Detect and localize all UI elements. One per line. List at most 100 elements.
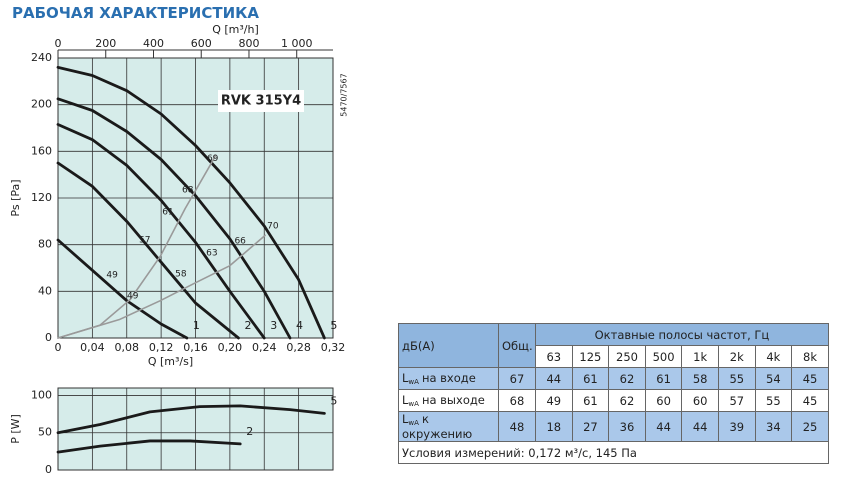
sound-level-label: 68	[182, 185, 194, 195]
value-cell: 34	[754, 411, 793, 442]
fan-curve	[56, 439, 242, 454]
x-tick-label: 0,24	[252, 341, 277, 354]
x2-tick-label: 400	[143, 37, 164, 50]
band-cell: 500	[644, 345, 683, 368]
curve-label: 2	[244, 319, 251, 332]
x-tick-label: 0,32	[321, 341, 346, 354]
y-tick-label: 100	[31, 388, 52, 401]
x-tick-label: 0,20	[218, 341, 243, 354]
x-axis-label: Q [m³/s]	[148, 355, 193, 368]
sound-level-label: 66	[234, 237, 246, 247]
value-cell: 54	[754, 367, 793, 390]
band-cell: 4k	[754, 345, 793, 368]
sound-level-label: 49	[106, 271, 118, 281]
value-cell: 61	[571, 389, 610, 412]
band-cell: 63	[535, 345, 573, 368]
value-cell: 44	[644, 411, 683, 442]
y-tick-label: 50	[38, 426, 52, 439]
x-tick-label: 0,12	[149, 341, 174, 354]
row-text: к окружению	[402, 412, 473, 441]
value-cell: 60	[644, 389, 683, 412]
page-title: РАБОЧАЯ ХАРАКТЕРИСТИКА	[12, 4, 260, 22]
value-cell: 18	[535, 411, 573, 442]
value-cell: 61	[644, 367, 683, 390]
curve-label: 5	[330, 319, 337, 332]
model-label-box	[218, 90, 304, 112]
value-cell: 45	[791, 367, 829, 390]
value-cell: 44	[681, 411, 719, 442]
y-tick-label: 240	[31, 51, 52, 64]
band-cell: 8k	[791, 345, 829, 368]
sound-level-label: 63	[206, 248, 217, 258]
subscript: wA	[408, 400, 419, 408]
data-row: LwA к окружению 48 18 27 36 44 44 39 34 25	[398, 411, 829, 442]
value-cell: 55	[717, 367, 756, 390]
y-tick-label: 120	[31, 191, 52, 204]
band-cell: 2k	[717, 345, 756, 368]
fan-curve	[56, 97, 292, 340]
y-tick-label: 200	[31, 98, 52, 111]
value-cell: 61	[571, 367, 610, 390]
x2-tick-label: 0	[55, 37, 62, 50]
row-label: LwA на выходе	[398, 389, 499, 412]
value-cell: 67	[498, 367, 536, 390]
value-cell: 48	[498, 411, 536, 442]
sound-level-label: 69	[207, 154, 219, 164]
value-cell: 39	[717, 411, 756, 442]
row-text: на входе	[421, 371, 476, 385]
fan-curve	[56, 404, 326, 435]
model-label: RVK 315Y4	[221, 94, 301, 109]
sound-level-label: 70	[267, 222, 279, 232]
sound-level-label: 58	[175, 269, 187, 279]
header-row: 63 125 250 500 1k 2k 4k 8k	[399, 345, 829, 368]
sound-level-label: 57	[139, 236, 150, 246]
value-cell: 60	[681, 389, 719, 412]
symbol: L	[402, 393, 409, 407]
band-cell: 1k	[681, 345, 719, 368]
y-tick-label: 0	[45, 331, 52, 344]
y-tick-label: 80	[38, 238, 52, 251]
fan-curve	[56, 65, 326, 340]
x2-tick-label: 1 000	[281, 37, 313, 50]
curve-label: 4	[296, 319, 303, 332]
header-cell: Общ.	[498, 323, 536, 368]
band-cell: 250	[608, 345, 646, 368]
y-tick-label: 0	[45, 463, 52, 476]
doc-code: 5470/7567	[340, 73, 349, 116]
fan-curve	[56, 123, 266, 340]
data-row: LwA на выходе 68 49 61 62 60 60 57 55 45	[398, 389, 829, 412]
header-row: дБ(A) Общ. Октавные полосы частот, Гц	[398, 323, 829, 368]
header-cell: Октавные полосы частот, Гц	[535, 323, 829, 346]
value-cell: 49	[535, 389, 573, 412]
curve-label: 3	[270, 319, 277, 332]
x-tick-label: 0	[55, 341, 62, 354]
fan-curve	[56, 161, 240, 340]
note: Условия измерений: 0,172 м³/с, 145 Па	[398, 441, 829, 464]
curve-label: 5	[330, 394, 337, 407]
row-text: на выходе	[421, 393, 485, 407]
data-row: LwA на входе 67 44 61 62 61 58 55 54 45	[398, 367, 829, 390]
x2-tick-label: 600	[191, 37, 212, 50]
x2-tick-label: 200	[95, 37, 116, 50]
noise-table: дБ(A) Общ. Октавные полосы частот, Гц 63 125…	[398, 323, 829, 464]
value-cell: 62	[608, 389, 646, 412]
value-cell: 27	[571, 411, 610, 442]
x2-tick-label: 800	[238, 37, 259, 50]
y-tick-label: 40	[38, 284, 52, 297]
x-tick-label: 0,04	[80, 341, 105, 354]
value-cell: 62	[608, 367, 646, 390]
value-cell: 25	[791, 411, 829, 442]
value-cell: 36	[608, 411, 646, 442]
x2-axis-label: Q [m³/h]	[212, 23, 259, 36]
symbol: L	[402, 371, 409, 385]
value-cell: 57	[717, 389, 756, 412]
value-cell: 44	[535, 367, 573, 390]
value-cell: 55	[754, 389, 793, 412]
sound-level-label: 49	[127, 292, 139, 302]
y-axis-label: Ps [Pa]	[9, 179, 22, 216]
value-cell: 58	[681, 367, 719, 390]
y-axis-label: P [W]	[9, 414, 22, 444]
symbol: L	[402, 412, 409, 426]
